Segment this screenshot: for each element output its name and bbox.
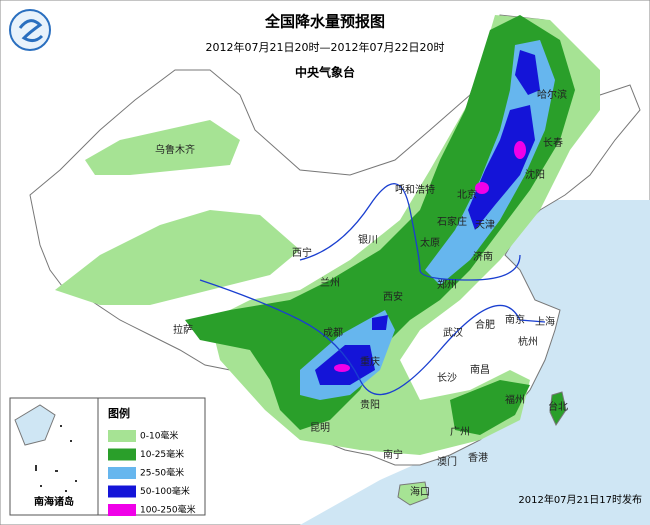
city-label: 银川	[358, 233, 378, 246]
release-time: 2012年07月21日17时发布	[518, 493, 642, 506]
rain-zone	[515, 50, 540, 95]
rain-zone	[55, 210, 300, 305]
rain-zone	[514, 141, 526, 159]
city-label: 济南	[473, 250, 493, 263]
yellow-river	[299, 183, 521, 281]
inset-label: 南海诸岛	[34, 495, 74, 508]
logo-mark	[18, 19, 44, 43]
rain-zone	[372, 315, 388, 330]
city-label: 长沙	[437, 372, 457, 384]
city-label: 哈尔滨	[537, 88, 567, 101]
legend-swatch	[108, 430, 136, 442]
rain-zone	[468, 105, 535, 230]
legend-swatch	[108, 448, 136, 461]
city-label: 呼和浩特	[395, 184, 435, 196]
city-label: 兰州	[320, 276, 340, 289]
city-label: 石家庄	[437, 215, 467, 228]
city-label: 海口	[410, 485, 430, 498]
yangtze-river	[199, 279, 546, 396]
city-label: 北京	[457, 188, 477, 201]
rain-zone	[450, 380, 530, 435]
rain-zone	[475, 182, 489, 194]
inset-coast	[14, 404, 56, 446]
city-label: 沈阳	[525, 168, 545, 181]
legend-label: 50-100毫米	[140, 485, 190, 497]
period: 2012年07月21日20时—2012年07月22日20时	[206, 40, 445, 54]
legend-swatch	[108, 504, 136, 516]
city-label: 香港	[468, 452, 488, 464]
inset-islands	[35, 425, 77, 492]
legend-label: 25-50毫米	[140, 467, 184, 479]
city-label: 成都	[323, 327, 343, 339]
city-label: 广州	[450, 426, 470, 438]
city-label: 杭州	[518, 335, 538, 348]
hainan	[397, 481, 429, 506]
city-label: 重庆	[360, 355, 380, 368]
city-label: 西宁	[292, 246, 312, 259]
city-label: 长春	[543, 137, 563, 149]
city-label: 郑州	[437, 278, 457, 291]
legend-label: 10-25毫米	[140, 448, 184, 460]
city-label: 南昌	[470, 363, 490, 376]
legend-label: 100-250毫米	[140, 504, 196, 516]
legend-swatch	[108, 467, 136, 479]
rain-zone	[334, 364, 350, 372]
city-label: 南京	[505, 313, 525, 326]
city-label: 西安	[383, 290, 403, 303]
rain-zone	[185, 15, 575, 430]
city-label: 天津	[475, 219, 495, 231]
city-label: 太原	[420, 236, 440, 249]
issuer: 中央气象台	[295, 65, 355, 80]
city-label: 昆明	[310, 422, 330, 434]
legend-title: 图例	[108, 406, 130, 420]
logo	[9, 9, 51, 51]
city-label: 台北	[548, 400, 568, 413]
taiwan	[549, 391, 567, 427]
title: 全国降水量预报图	[264, 13, 385, 31]
city-label: 合肥	[475, 318, 495, 331]
rain-zone	[85, 120, 240, 175]
city-label: 贵阳	[360, 398, 380, 411]
city-label: 武汉	[443, 326, 463, 339]
city-label: 乌鲁木齐	[155, 143, 195, 156]
city-label: 拉萨	[173, 323, 193, 336]
city-label: 澳门	[437, 455, 457, 468]
legend-label: 0-10毫米	[140, 430, 178, 442]
legend: 0-10毫米 10-25毫米 25-50毫米 50-100毫米 100-250毫米	[108, 430, 196, 516]
city-label: 南宁	[383, 448, 403, 461]
city-label: 上海	[535, 315, 555, 328]
legend-swatch	[108, 485, 136, 498]
city-label: 福州	[505, 393, 525, 406]
